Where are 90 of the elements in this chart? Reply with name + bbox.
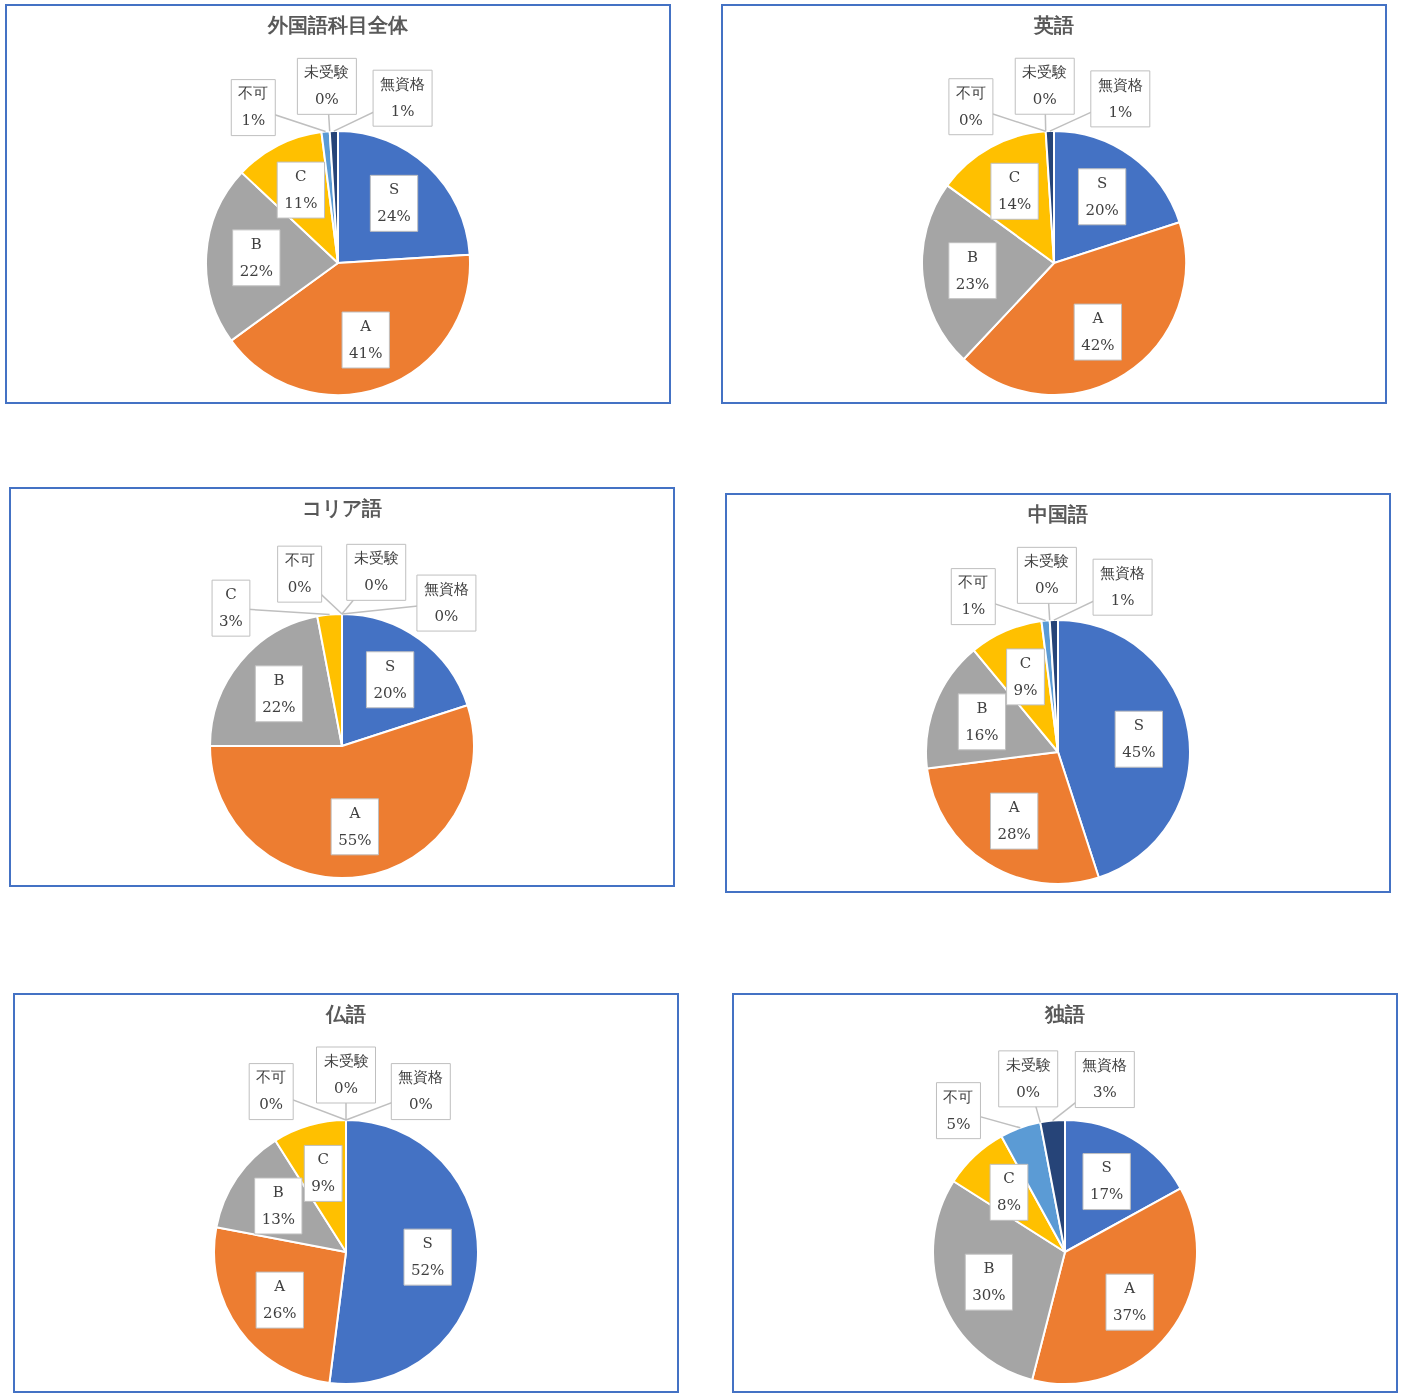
slice-label: S xyxy=(1096,173,1108,192)
category-label: 未受験 xyxy=(1005,1055,1051,1074)
text: 0% xyxy=(1034,579,1059,598)
slice-label: S xyxy=(1101,1158,1112,1177)
slice-label: A xyxy=(359,316,372,335)
chart-title: 英語 xyxy=(1033,12,1075,39)
data-label: 16% xyxy=(965,725,999,744)
data-label: 55% xyxy=(338,830,372,849)
slice-label: B xyxy=(967,247,979,266)
data-label: 26% xyxy=(263,1303,297,1322)
slice-label: C xyxy=(1003,1169,1015,1188)
data-label: 1% xyxy=(1110,591,1135,610)
data-label: 20% xyxy=(373,683,407,702)
text: 0% xyxy=(314,90,339,109)
slice-label: A xyxy=(1091,308,1104,327)
text: 0% xyxy=(334,1078,358,1097)
slice-label: 不可 xyxy=(238,84,269,103)
slice-label: B xyxy=(272,1182,284,1201)
category-label: 未受験 xyxy=(1022,63,1068,82)
data-label: 8% xyxy=(997,1196,1021,1215)
category-label: 無資格 xyxy=(398,1068,444,1087)
slice-label: 無資格 xyxy=(1097,75,1143,94)
category-label: 不可 xyxy=(256,1068,287,1087)
slice-label: B xyxy=(250,234,262,253)
data-label: 52% xyxy=(411,1261,445,1280)
slice-label: A xyxy=(1007,797,1020,816)
category-label: 未受験 xyxy=(1024,552,1070,571)
data-label: 5% xyxy=(946,1114,971,1133)
data-label: 20% xyxy=(1085,200,1119,219)
chart-title: コリア語 xyxy=(301,495,383,522)
slice-label: C xyxy=(1008,168,1021,187)
category-label: 無資格 xyxy=(423,579,469,598)
text: 0% xyxy=(287,578,312,597)
slice-label: B xyxy=(273,670,285,689)
category-label: 不可 xyxy=(955,83,986,102)
slice-label: 無資格 xyxy=(1100,564,1146,583)
slice-label: 無資格 xyxy=(380,75,426,94)
data-label: 14% xyxy=(997,195,1032,214)
slice-label: S xyxy=(388,180,400,199)
data-label: 1% xyxy=(961,600,986,619)
data-label: 1% xyxy=(1108,102,1133,121)
slice-label: C xyxy=(295,166,307,185)
text: 0% xyxy=(408,1095,433,1114)
data-label: 24% xyxy=(377,207,411,226)
data-label: 45% xyxy=(1122,743,1156,762)
chart-title: 仏語 xyxy=(324,1001,367,1028)
data-label: 30% xyxy=(972,1286,1006,1305)
text: 0% xyxy=(259,1095,284,1114)
text: 0% xyxy=(959,110,983,129)
category-label: 未受験 xyxy=(304,63,350,82)
data-label: 1% xyxy=(390,102,415,121)
text: 0% xyxy=(1016,1082,1041,1101)
slice-label: A xyxy=(348,803,361,822)
text: 0% xyxy=(434,606,459,625)
slice-label: S xyxy=(422,1234,433,1253)
slice-label: 不可 xyxy=(943,1087,974,1106)
category-label: 未受験 xyxy=(353,549,399,568)
data-label: 13% xyxy=(261,1209,295,1228)
chart-title: 外国語科目全体 xyxy=(266,12,409,39)
slice-label: C xyxy=(317,1150,329,1169)
data-label: 42% xyxy=(1081,335,1115,354)
slice-label: S xyxy=(1133,716,1144,735)
slice-label: A xyxy=(1123,1279,1136,1298)
chart-title: 中国語 xyxy=(1027,501,1089,528)
data-label: 17% xyxy=(1089,1185,1124,1204)
category-label: 未受験 xyxy=(323,1051,369,1070)
category-label: 不可 xyxy=(284,551,315,570)
slice-label: C xyxy=(1019,653,1032,672)
slice-label: 不可 xyxy=(958,573,989,592)
data-label: 22% xyxy=(239,261,273,280)
data-label: 3% xyxy=(219,612,243,631)
data-label: 9% xyxy=(311,1177,336,1196)
slice-label: B xyxy=(976,698,988,717)
data-label: 3% xyxy=(1092,1083,1117,1102)
data-label: 22% xyxy=(262,697,296,716)
slice-label: 無資格 xyxy=(1082,1056,1128,1075)
data-label: 11% xyxy=(284,193,318,212)
data-label: 28% xyxy=(997,824,1031,843)
text: 0% xyxy=(1032,90,1057,109)
data-label: 1% xyxy=(241,111,266,130)
chart-title: 独語 xyxy=(1043,1001,1086,1028)
data-label: 37% xyxy=(1112,1306,1147,1325)
slice-label: S xyxy=(384,656,396,675)
slice-label: A xyxy=(273,1276,286,1295)
data-label: 23% xyxy=(955,274,990,293)
slice-label: B xyxy=(983,1259,995,1278)
slice-label: C xyxy=(225,585,237,604)
data-label: 9% xyxy=(1013,680,1038,699)
data-label: 41% xyxy=(349,343,383,362)
text: 0% xyxy=(364,576,389,595)
